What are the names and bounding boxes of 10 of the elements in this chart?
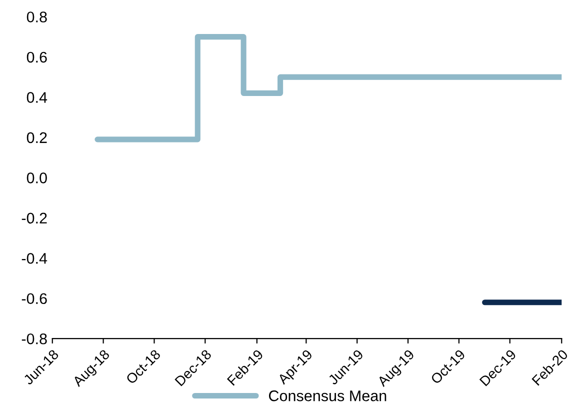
y-tick-label: 0.6	[26, 52, 47, 63]
y-tick-label: -0.4	[22, 252, 48, 264]
y-tick-label: -0.8	[22, 333, 47, 344]
y-tick-label: -0.6	[22, 293, 47, 304]
legend-label: Consensus Mean	[269, 390, 386, 402]
y-tick-label: 0.4	[26, 92, 48, 103]
y-tick-label: -0.2	[22, 212, 47, 224]
y-tick-label: 0.0	[26, 172, 47, 184]
y-tick-label: 0.2	[26, 132, 47, 144]
y-tick-label: 0.8	[26, 12, 47, 22]
